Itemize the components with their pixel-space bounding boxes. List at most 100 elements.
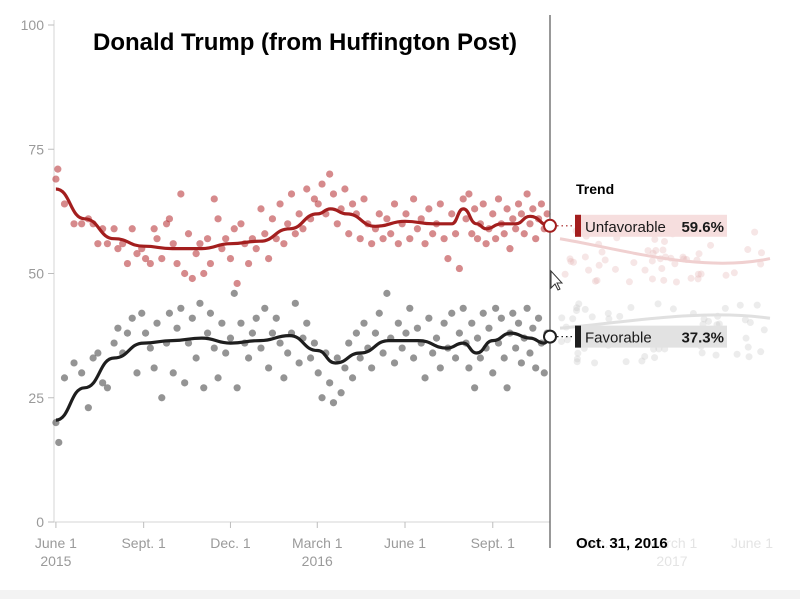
poll-point-unfavorable [517,210,525,218]
ghost-point [591,359,599,367]
poll-point-unfavorable [465,190,473,198]
poll-point-unfavorable [230,225,238,233]
ghost-tick-label: June 1 [731,535,773,551]
mouse-pointer-icon [550,269,564,291]
ghost-point [561,270,569,278]
poll-point-favorable [165,309,174,317]
y-axis: 0 25 50 75 100 [21,17,55,530]
poll-point-favorable [158,394,166,402]
poll-point-favorable [272,314,280,322]
poll-point-favorable [146,344,154,352]
ghost-point [730,269,738,277]
poll-point-favorable [485,324,493,332]
poll-point-favorable [503,384,511,392]
trend-line-favorable [55,331,551,422]
poll-point-favorable [99,379,107,387]
ghost-point [687,274,695,282]
ghost-point [611,265,619,273]
poll-point-unfavorable [237,220,245,228]
ghost-point [627,303,635,311]
ghost-point [641,266,649,274]
trend-endpoint-favorable[interactable] [543,329,557,344]
poll-point-favorable [173,324,181,332]
poll-point-favorable [421,374,429,382]
poll-point-favorable [371,329,380,337]
poll-point-unfavorable [261,230,269,238]
poll-point-unfavorable [94,240,102,248]
poll-point-unfavorable [341,185,349,193]
poll-point-favorable [489,369,497,377]
ghost-point [751,228,759,236]
poll-point-favorable [84,404,92,412]
poll-point-unfavorable [444,254,452,263]
current-date-label: Oct. 31, 2016 [576,535,668,552]
ghost-point [760,326,768,334]
poll-point-unfavorable [333,220,341,228]
poll-point-favorable [110,339,118,347]
poll-point-unfavorable [52,175,60,183]
series-color-swatch [575,214,581,237]
poll-point-favorable [532,364,540,372]
poll-points [52,165,551,447]
poll-point-favorable [436,364,444,372]
poll-point-unfavorable [421,240,429,248]
poll-point-unfavorable [425,205,433,213]
ghost-point [585,266,593,274]
poll-point-unfavorable [520,230,528,238]
poll-point-unfavorable [348,200,357,208]
ghost-point [698,349,706,357]
poll-point-favorable [509,309,517,317]
trend-endpoints [543,218,575,344]
series-value-label: 59.6% [681,219,724,236]
poll-point-unfavorable [436,200,444,208]
ghost-point [569,258,577,266]
ghost-point [741,316,749,324]
ghost-point [601,256,609,264]
series-labels: Unfavorable 59.6% Favorable 37.3% [575,214,727,348]
poll-point-favorable [379,349,387,357]
poll-point-unfavorable [181,269,189,278]
poll-point-unfavorable [295,210,303,218]
ghost-point [695,250,703,258]
poll-point-favorable [60,374,69,382]
poll-point-unfavorable [368,240,376,248]
poll-point-unfavorable [383,215,391,223]
ghost-point [694,275,702,283]
poll-point-favorable [184,339,193,347]
poll-point-unfavorable [394,240,402,248]
ghost-point [694,270,702,278]
ghost-point [581,305,589,313]
poll-point-unfavorable [523,190,531,198]
x-tick-label: June 1 [35,535,77,551]
ghost-point [700,315,708,323]
trend-endpoint-unfavorable[interactable] [543,218,557,233]
poll-point-favorable [303,319,311,327]
chart-title: Donald Trump (from Huffington Post) [93,29,517,56]
ghost-point [707,241,715,249]
ghost-point [697,270,705,278]
poll-point-unfavorable [413,225,422,233]
poll-point-unfavorable [512,225,520,233]
poll-point-unfavorable [482,240,490,248]
ghost-point [744,246,752,254]
trend-lines [55,187,551,422]
poll-point-unfavorable [492,235,500,243]
ghost-point [704,317,712,325]
poll-point-favorable [78,369,86,377]
poll-point-unfavorable [233,279,241,288]
ghost-point [605,315,613,323]
poll-point-unfavorable [402,210,410,218]
poll-point-favorable [114,324,122,332]
series-color-swatch [575,325,581,348]
poll-point-favorable [153,319,161,327]
poll-point-favorable [123,329,132,337]
poll-point-unfavorable [196,240,204,248]
poll-point-unfavorable [276,200,284,208]
ghost-point [757,348,765,356]
poll-point-unfavorable [471,205,479,213]
poll-point-unfavorable [214,215,222,223]
poll-point-unfavorable [226,254,235,263]
poll-point-favorable [284,349,292,357]
poll-point-unfavorable [303,185,311,193]
poll-point-favorable [345,339,353,347]
